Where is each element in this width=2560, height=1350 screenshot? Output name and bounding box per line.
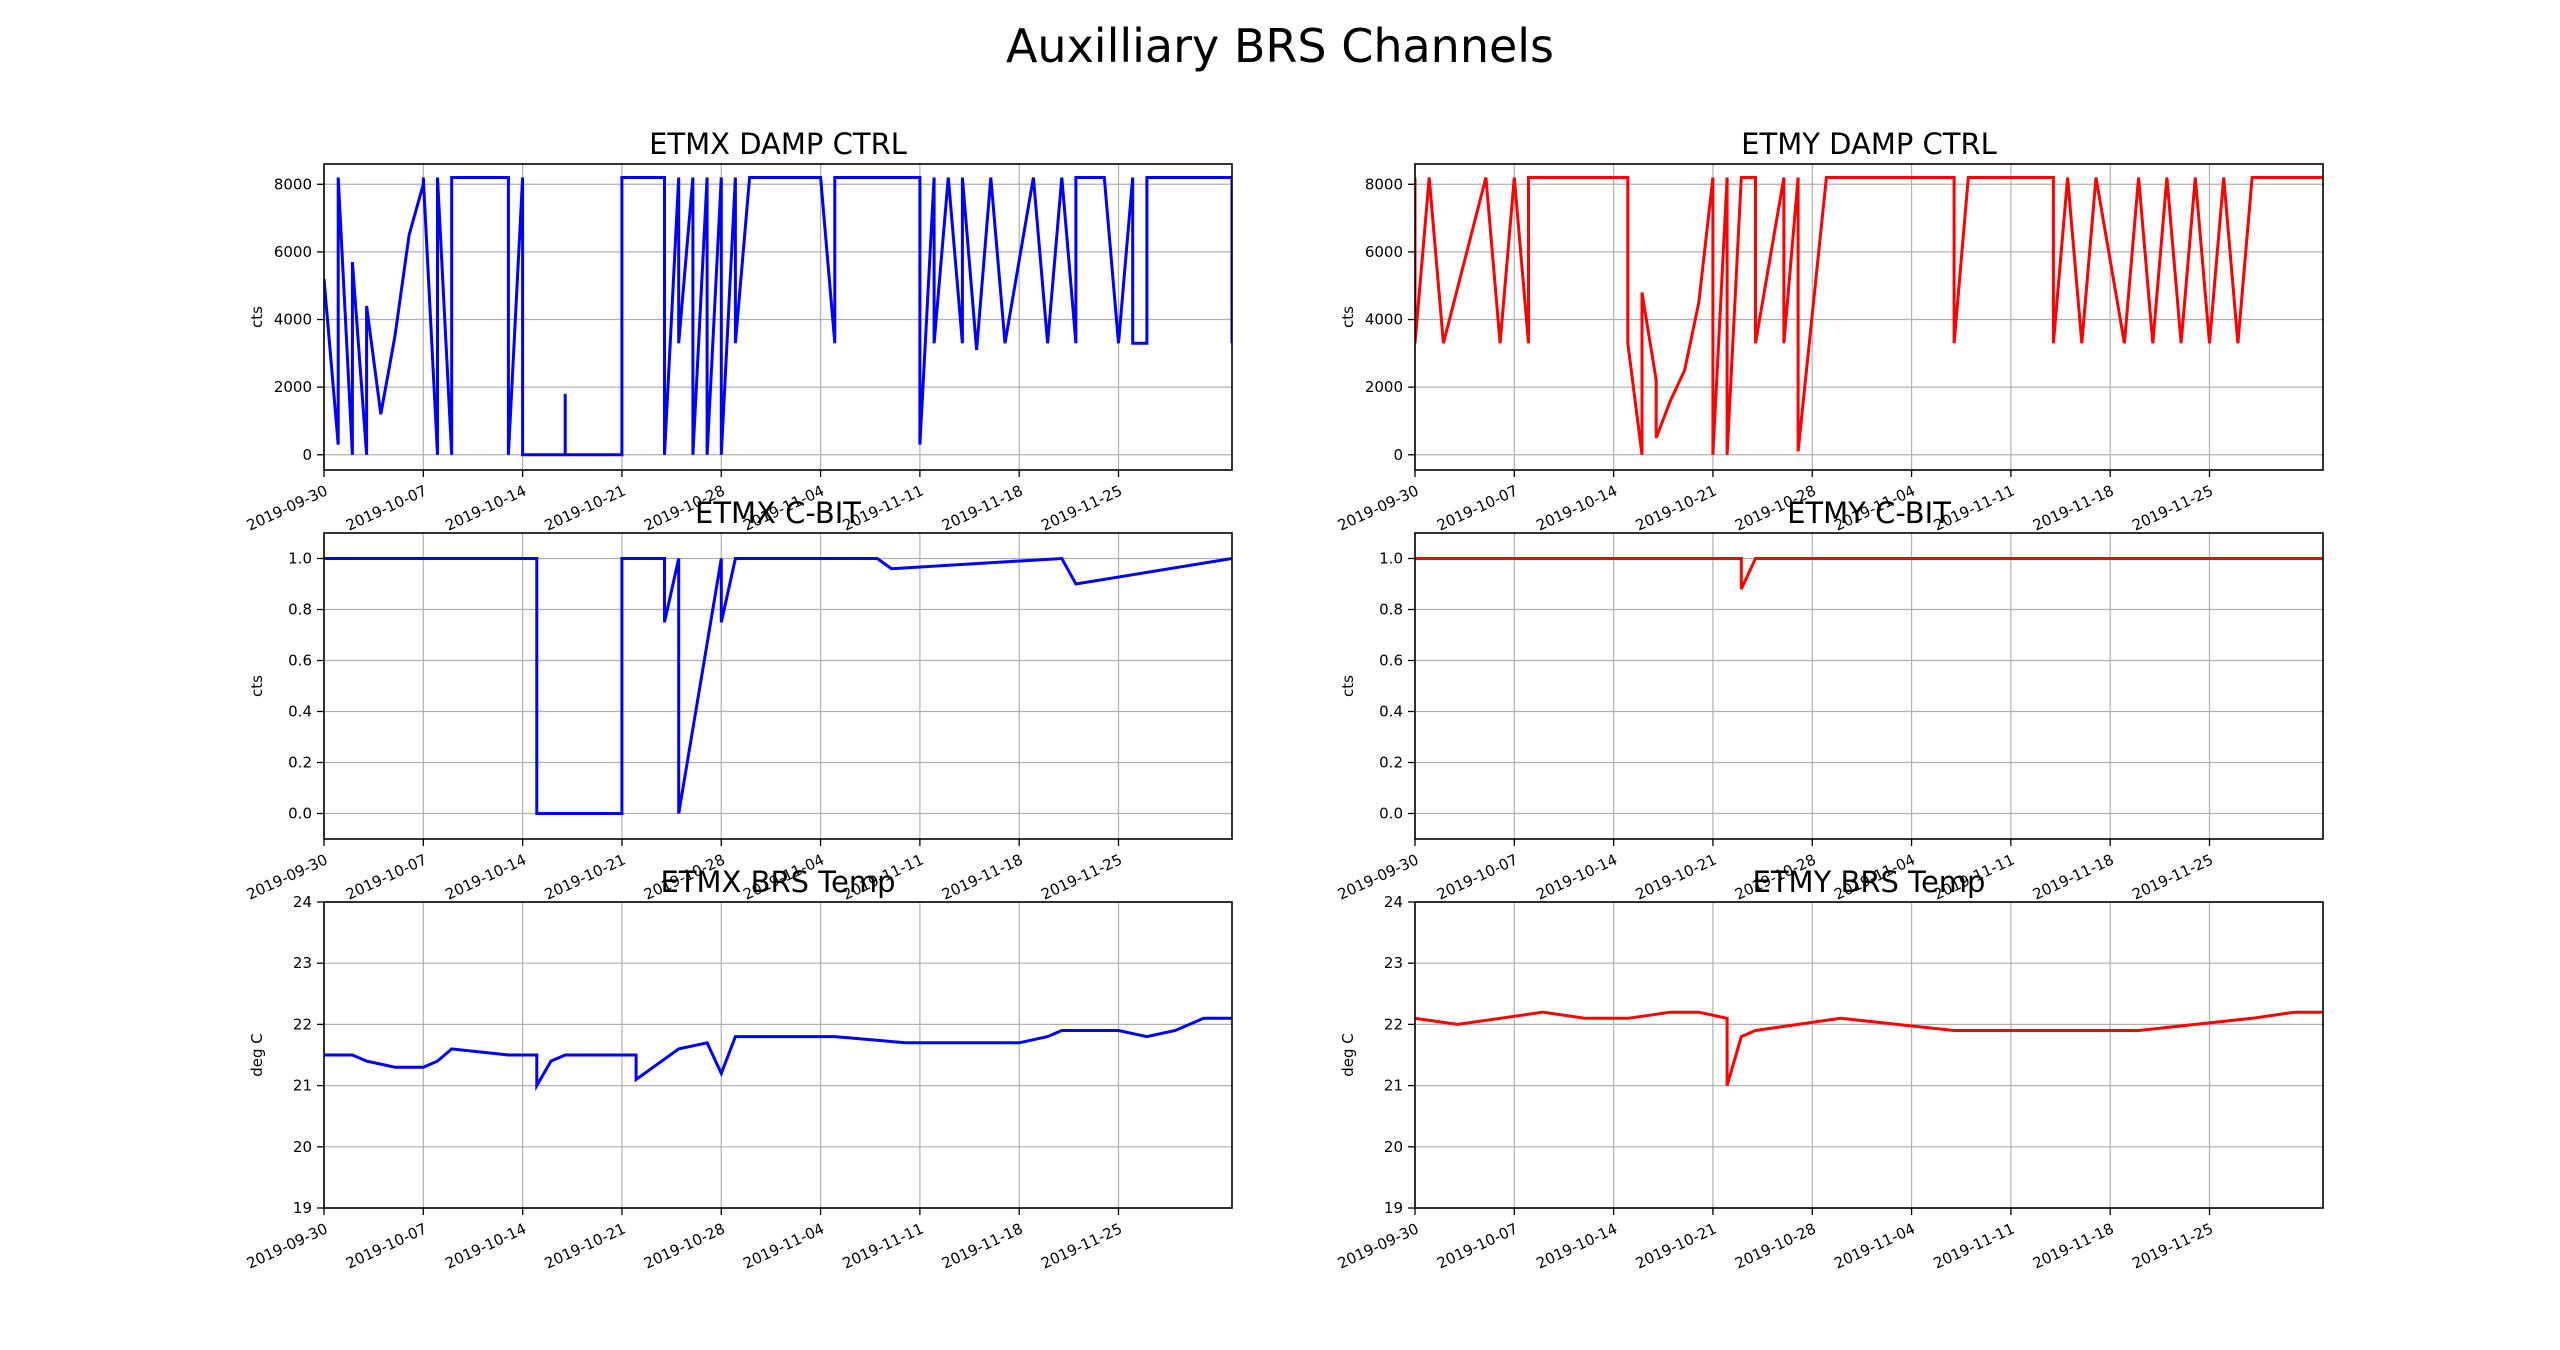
axes-frame: [1414, 163, 2324, 471]
y-tick-label: 0.6: [1379, 652, 1403, 670]
y-tick-label: 20: [1384, 1138, 1403, 1156]
series-line: [1415, 557, 2323, 590]
y-axis-label: deg C: [248, 1033, 266, 1077]
series-line: [324, 556, 1232, 815]
y-tick-label: 0.8: [1379, 601, 1403, 619]
y-tick-label: 1.0: [288, 550, 312, 568]
y-tick-label: 8000: [1365, 175, 1403, 193]
chart-title: ETMX BRS Temp: [660, 865, 895, 899]
axes-frame: [1414, 532, 2324, 840]
y-tick-label: 4000: [1365, 311, 1403, 329]
y-tick-label: 22: [293, 1015, 312, 1033]
y-tick-label: 21: [293, 1077, 312, 1095]
y-tick-label: 6000: [1365, 243, 1403, 261]
y-tick-label: 1.0: [1379, 550, 1403, 568]
y-axis-label: cts: [1339, 306, 1357, 328]
chart-title: ETMY C-BIT: [1787, 496, 1951, 530]
axes-frame: [323, 901, 1233, 1209]
y-tick-label: 0.2: [288, 754, 312, 772]
series-line: [1415, 176, 2323, 455]
figure-suptitle: Auxilliary BRS Channels: [1006, 19, 1554, 73]
chart-title: ETMY DAMP CTRL: [1741, 127, 1997, 161]
series-line: [1415, 1010, 2323, 1087]
axes-frame: [323, 532, 1233, 840]
y-tick-label: 8000: [274, 175, 312, 193]
y-tick-label: 24: [293, 893, 312, 911]
y-tick-label: 0.4: [1379, 703, 1403, 721]
y-tick-label: 2000: [274, 378, 312, 396]
y-tick-label: 0.0: [1379, 805, 1403, 823]
y-tick-label: 19: [293, 1199, 312, 1217]
y-tick-label: 0.0: [288, 805, 312, 823]
y-tick-label: 0.4: [288, 703, 312, 721]
y-axis-label: cts: [1339, 675, 1357, 697]
y-tick-label: 23: [293, 954, 312, 972]
y-tick-label: 6000: [274, 243, 312, 261]
axes-frame: [323, 163, 1233, 471]
y-tick-label: 4000: [274, 311, 312, 329]
y-tick-label: 0: [302, 446, 312, 464]
y-tick-label: 21: [1384, 1077, 1403, 1095]
y-axis-label: deg C: [1339, 1033, 1357, 1077]
y-tick-label: 24: [1384, 893, 1403, 911]
series-line: [324, 176, 1232, 457]
chart-title: ETMX DAMP CTRL: [649, 127, 907, 161]
y-tick-label: 22: [1384, 1015, 1403, 1033]
y-axis-label: cts: [248, 306, 266, 328]
y-tick-label: 2000: [1365, 378, 1403, 396]
axes-frame: [1414, 901, 2324, 1209]
y-tick-label: 0.6: [288, 652, 312, 670]
chart-title: ETMY BRS Temp: [1753, 865, 1986, 899]
y-tick-label: 0.2: [1379, 754, 1403, 772]
y-tick-label: 19: [1384, 1199, 1403, 1217]
y-tick-label: 0: [1393, 446, 1403, 464]
y-axis-label: cts: [248, 675, 266, 697]
y-tick-label: 0.8: [288, 601, 312, 619]
y-tick-label: 20: [293, 1138, 312, 1156]
y-tick-label: 23: [1384, 954, 1403, 972]
chart-title: ETMX C-BIT: [695, 496, 861, 530]
series-line: [324, 1016, 1232, 1092]
